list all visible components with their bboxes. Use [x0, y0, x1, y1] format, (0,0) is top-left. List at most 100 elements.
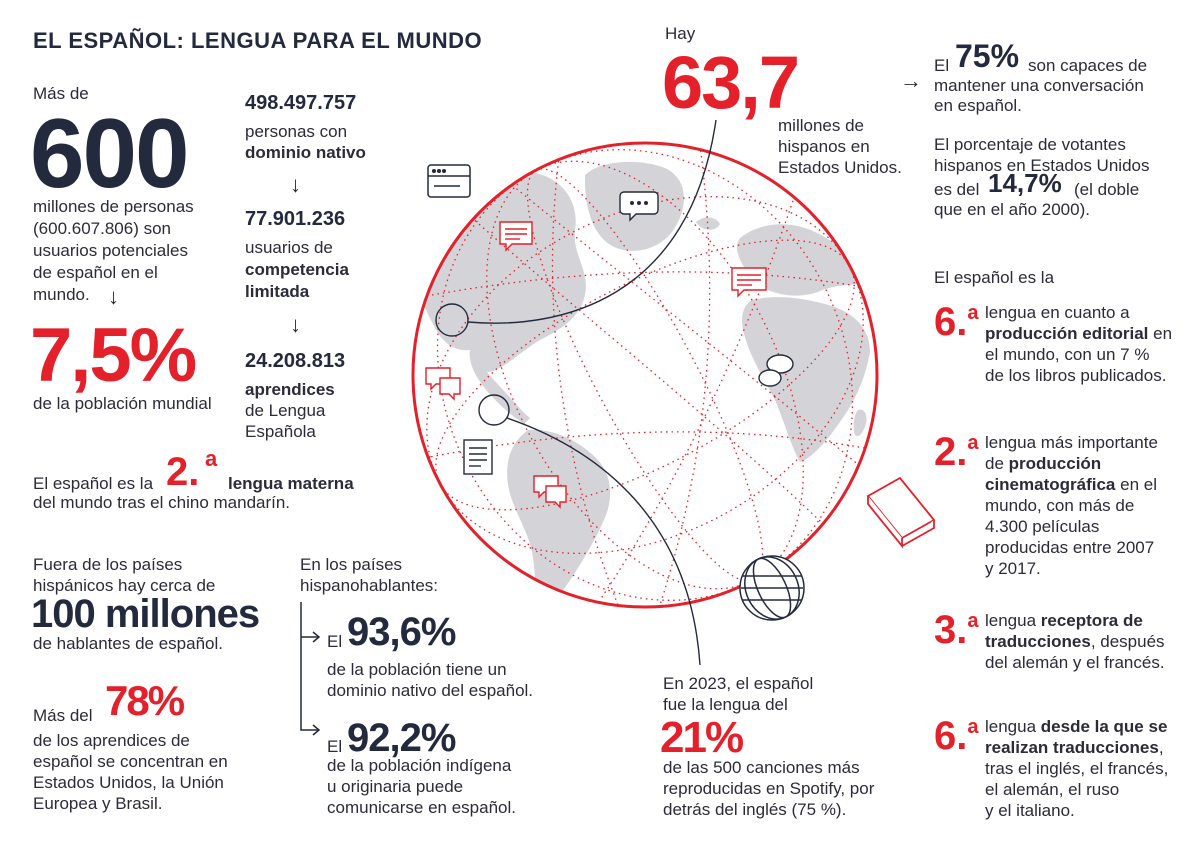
- document-icon: [463, 439, 493, 475]
- ranking-line: tras el inglés, el francés,: [985, 759, 1169, 778]
- browser-window-icon: [427, 164, 471, 198]
- ranking-number: 6.: [934, 300, 968, 344]
- desc-line: mundo.: [33, 285, 90, 304]
- spotify-desc-1: de las 500 canciones más: [663, 758, 860, 777]
- limited-count: 77.901.236: [245, 208, 346, 230]
- ranking-2-text: lengua más importante de producción cine…: [985, 432, 1158, 579]
- limited-bold-2: limitada: [245, 282, 310, 301]
- ranking-line: de producción: [985, 454, 1102, 473]
- limited-bold-1: competencia: [245, 260, 349, 279]
- us-desc-1: millones de: [778, 116, 864, 135]
- ranking-3-text: lengua receptora de traducciones, despué…: [985, 610, 1165, 673]
- ranking-line: de los libros publicados.: [985, 366, 1167, 385]
- votes-pct: 14,7%: [988, 168, 1062, 198]
- rankings-intro: El español es la: [934, 268, 1055, 287]
- ranking-line: lengua receptora de: [985, 611, 1143, 630]
- votes-pre: es del: [934, 180, 980, 199]
- desc-line: millones de personas: [33, 197, 194, 216]
- ranking-number: 2.: [934, 430, 968, 474]
- ranking-sup: a: [967, 610, 979, 632]
- ranking-2: 2.a: [934, 432, 978, 472]
- native-pct: 93,6%: [347, 610, 456, 654]
- ranking-line: 4.300 películas: [985, 517, 1100, 536]
- speech-bubble-icon: [425, 367, 461, 401]
- ranking-number: 6.: [934, 714, 968, 758]
- ranking-line: lengua más importante: [985, 433, 1158, 452]
- speech-bubble-icon: [533, 475, 567, 509]
- spotify-desc-2: reproducidas en Spotify, por: [663, 779, 875, 798]
- learners-count: 24.208.813: [245, 350, 346, 372]
- desc-line: (600.607.806) son: [33, 219, 171, 238]
- down-arrow-icon: ↓: [290, 312, 301, 337]
- ranking-3: 3.a: [934, 610, 978, 650]
- ranking-line: lengua desde la que se: [985, 717, 1168, 736]
- el-label: El: [327, 632, 343, 651]
- ranking-line: producidas entre 2007: [985, 538, 1155, 557]
- pct-world: 7,5%: [30, 313, 197, 398]
- conversation-desc-3: en español.: [934, 96, 1022, 115]
- limited-desc: usuarios de: [245, 238, 333, 257]
- ranking-4-text: lengua desde la que se realizan traducci…: [985, 716, 1168, 821]
- ranking-line: realizan traducciones,: [985, 738, 1164, 757]
- desc-line: de español en el: [33, 263, 158, 282]
- desc-line: español se concentran en: [33, 752, 228, 771]
- spotify-desc-3: detrás del inglés (75 %).: [663, 800, 847, 819]
- globe: [411, 141, 879, 609]
- outside-line2: hispánicos hay cerca de: [33, 576, 216, 595]
- learners-bold: aprendices: [245, 380, 335, 399]
- spotify-line-2: fue la lengua del: [663, 695, 788, 714]
- conversation-desc-1: son capaces de: [1028, 56, 1148, 75]
- learners-desc: de los aprendices de español se concentr…: [33, 730, 228, 814]
- ranking-number: 3.: [934, 608, 968, 652]
- ranking-1-text: lengua en cuanto a producción editorial …: [985, 302, 1172, 386]
- conversation-pct: 75%: [955, 38, 1020, 74]
- el-label: El: [327, 737, 343, 756]
- outside-line3: de hablantes de español.: [33, 634, 223, 653]
- users-description: millones de personas (600.607.806) son u…: [33, 196, 194, 306]
- wire-globe-icon: [739, 555, 805, 621]
- book-icon: [866, 476, 936, 549]
- down-arrow-icon: ↓: [290, 172, 301, 197]
- us-desc-2: hispanos en: [778, 137, 870, 156]
- ranking-line: cinematográfica en el: [985, 475, 1157, 494]
- native-pct-desc-1: de la población tiene un: [327, 660, 507, 679]
- learners-pre: Más del: [33, 706, 93, 725]
- speech-bubble-icon: [619, 191, 659, 222]
- us-hispanics-big: 63,7: [662, 41, 800, 124]
- native-desc: personas con: [245, 122, 348, 141]
- learners-pct: 78%: [105, 677, 185, 724]
- mother-tongue-bold: lengua materna: [228, 474, 354, 493]
- outside-line1: Fuera de los países: [33, 555, 183, 574]
- mother-tongue-pre: El español es la: [33, 474, 154, 493]
- indigenous-desc-2: u originaria puede: [327, 777, 464, 796]
- ranking-sup: a: [967, 302, 979, 324]
- votes-post: (el doble: [1074, 180, 1140, 199]
- desc-line: de los aprendices de: [33, 731, 190, 750]
- learners-desc-1: de Lengua: [245, 401, 326, 420]
- votes-line-2: hispanos en Estados Unidos: [934, 156, 1150, 175]
- mother-tongue-sup: a: [205, 446, 218, 471]
- big-600: 600: [30, 98, 190, 208]
- native-count: 498.497.757: [245, 92, 357, 114]
- ranking-line: traducciones, después: [985, 632, 1165, 651]
- indigenous-pct: 92,2%: [347, 716, 456, 760]
- ranking-sup: a: [967, 432, 979, 454]
- learners-desc-2: Española: [245, 422, 316, 441]
- conversation-desc-2: mantener una conversación: [934, 76, 1144, 95]
- ranking-1: 6.a: [934, 302, 978, 342]
- ranking-line: mundo, con más de: [985, 496, 1135, 515]
- intro-text: Más de: [33, 84, 89, 103]
- spotify-line-1: En 2023, el español: [663, 674, 814, 693]
- ranking-line: del alemán y el francés.: [985, 653, 1165, 672]
- pct-world-desc: de la población mundial: [33, 394, 212, 413]
- el-label: El: [934, 56, 950, 75]
- ranking-line: y 2017.: [985, 559, 1041, 578]
- speech-bubble-icon: [758, 354, 794, 387]
- hispanic-head-2: hispanohablantes:: [300, 576, 439, 595]
- votes-line-4: que en el año 2000).: [934, 200, 1090, 219]
- down-arrow-icon: ↓: [108, 284, 119, 309]
- hispanic-head-1: En los países: [300, 555, 403, 574]
- ranking-sup: a: [967, 716, 979, 738]
- indigenous-desc-3: comunicarse en español.: [327, 798, 517, 817]
